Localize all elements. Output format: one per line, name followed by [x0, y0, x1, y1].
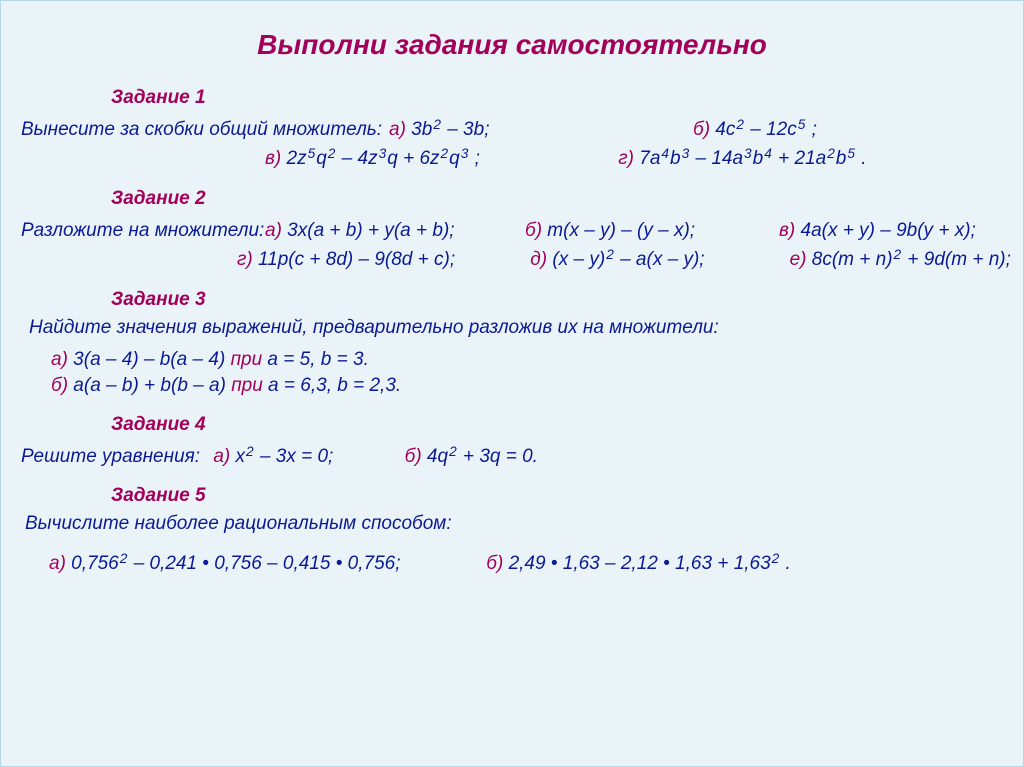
task3-prompt: Найдите значения выражений, предваритель… [29, 317, 1017, 339]
task4-heading: Задание 4 [111, 414, 1017, 436]
task5-heading: Задание 5 [111, 485, 1017, 507]
task1-item-v: в) 2z5q2 – 4z3q + 6z2q3 ; [265, 144, 613, 173]
task1-item-b: б) 4c2 – 12c5 ; [693, 115, 817, 144]
task1-prompt: Вынесите за скобки общий множитель: [21, 115, 389, 144]
task1-heading: Задание 1 [111, 87, 1017, 109]
task5-row: а) 0,7562 – 0,241 • 0,756 – 0,415 • 0,75… [49, 549, 1017, 578]
worksheet-page: Выполни задания самостоятельно Задание 1… [0, 0, 1024, 767]
task2-item-g: г) 11p(c + 8d) – 9(8d + c); [237, 245, 525, 274]
task1-row1: Вынесите за скобки общий множитель: а) 3… [21, 115, 1017, 144]
task4-item-a: а) x2 – 3x = 0; [213, 442, 399, 471]
task2-row2: г) 11p(c + 8d) – 9(8d + c); д) (x – y)2 … [237, 245, 1017, 274]
task2-item-e: е) 8c(m + n)2 + 9d(m + n); [790, 245, 1011, 274]
task1-item-a: а) 3b2 – 3b; [389, 115, 693, 144]
task3-line-a: а) 3(a – 4) – b(a – 4) при a = 5, b = 3. [51, 347, 1017, 374]
task5-prompt: Вычислите наиболее рациональным способом… [25, 513, 1017, 535]
task5-item-b: б) 2,49 • 1,63 – 2,12 • 1,63 + 1,632 . [486, 549, 791, 578]
task2-item-d: д) (x – y)2 – a(x – y); [530, 245, 784, 274]
task3-heading: Задание 3 [111, 289, 1017, 311]
task2-item-a: а) 3x(a + b) + y(a + b); [265, 216, 525, 245]
task1-row2: в) 2z5q2 – 4z3q + 6z2q3 ; г) 7a4b3 – 14a… [265, 144, 1017, 173]
task4-item-b: б) 4q2 + 3q = 0. [405, 442, 538, 471]
page-title: Выполни задания самостоятельно [7, 29, 1017, 61]
task4-row: Решите уравнения: а) x2 – 3x = 0; б) 4q2… [21, 442, 1017, 471]
task2-heading: Задание 2 [111, 188, 1017, 210]
task3-line-b: б) a(a – b) + b(b – a) при a = 6,3, b = … [51, 373, 1017, 400]
task2-item-b: б) m(x – y) – (y – x); [525, 216, 779, 245]
task2-row1: Разложите на множители: а) 3x(a + b) + y… [21, 216, 1017, 245]
task1-item-g: г) 7a4b3 – 14a3b4 + 21a2b5 . [618, 144, 866, 173]
task4-prompt: Решите уравнения: [21, 442, 200, 471]
task5-item-a: а) 0,7562 – 0,241 • 0,756 – 0,415 • 0,75… [49, 549, 481, 578]
task2-item-v: в) 4a(x + y) – 9b(y + x); [779, 216, 976, 245]
task2-prompt: Разложите на множители: [21, 216, 265, 245]
